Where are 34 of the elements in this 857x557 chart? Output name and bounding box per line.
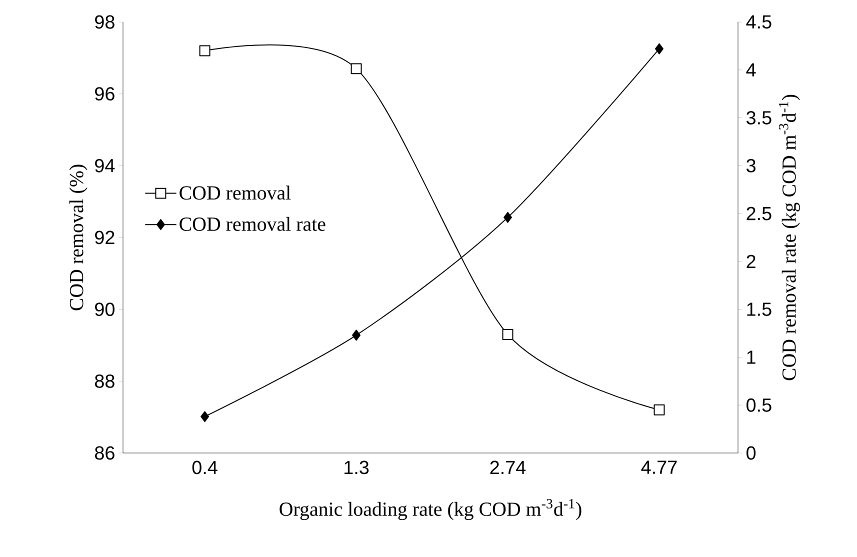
point: [350, 63, 362, 74]
point: [200, 411, 210, 422]
y2-tick-label: 0: [746, 446, 756, 460]
x-tick-label: 2.74: [490, 460, 526, 474]
x-tick-label: 0.4: [192, 460, 218, 474]
legend-label: COD removal: [180, 186, 291, 200]
point: [654, 404, 665, 416]
legend-label: COD removal rate: [180, 216, 326, 231]
y-tick-label: 92: [95, 230, 114, 244]
x-axis-title: Organic loading rate (kg COD m$^{-3}$d$^{-1}$): [280, 499, 582, 520]
y-tick-label: 96: [95, 87, 114, 101]
x-tick-label: 4.77: [641, 460, 677, 474]
x-tick-label: 1.3: [344, 460, 369, 474]
y2-tick-label: 4.5: [746, 15, 772, 29]
y2-axis-title: COD removal rate (kg COD m$^{-3}$d$^{-1}$): [778, 94, 800, 380]
y2-tick-label: 3.5: [746, 111, 772, 124]
point: [502, 328, 514, 340]
point: [199, 45, 210, 56]
y-tick-label: 98: [95, 15, 114, 29]
y2-tick-label: 2.5: [746, 206, 772, 220]
point: [352, 330, 361, 341]
y-tick-label: 88: [95, 374, 114, 388]
y2-tick-label: 3: [746, 158, 756, 172]
y-axis-title: COD removal (%): [69, 164, 88, 310]
point: [504, 212, 512, 223]
y-tick-label: 86: [95, 446, 114, 460]
y-tick-label: 90: [95, 302, 114, 316]
point: [655, 43, 664, 54]
y2-tick-label: 1: [747, 350, 756, 364]
y2-tick-label: 2: [746, 254, 756, 268]
y2-tick-label: 0.5: [746, 398, 772, 412]
y2-tick-label: 4: [746, 63, 756, 76]
y-tick-label: 94: [95, 158, 115, 172]
y2-tick-label: 1.5: [747, 302, 772, 316]
